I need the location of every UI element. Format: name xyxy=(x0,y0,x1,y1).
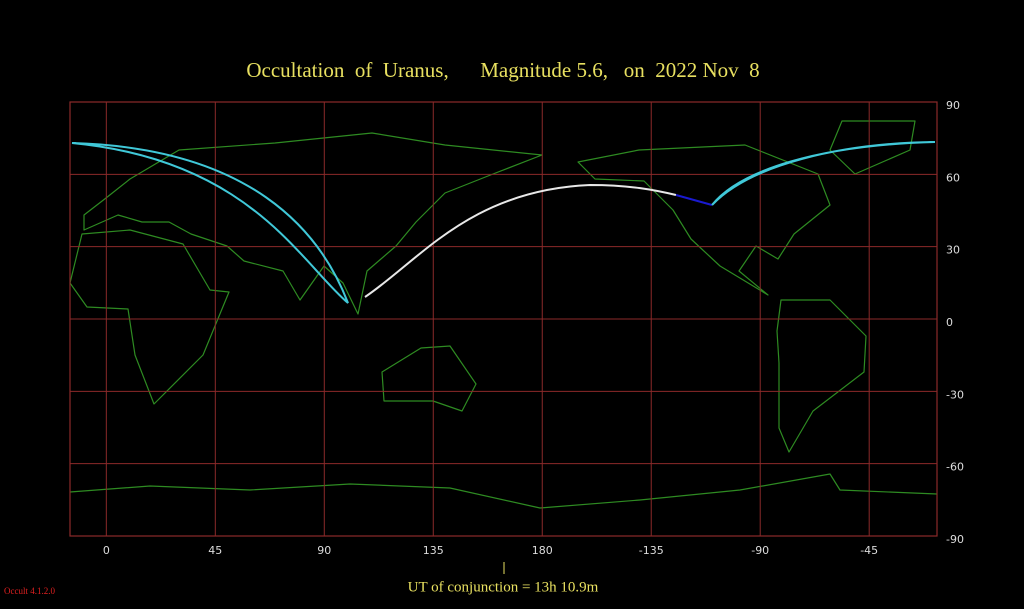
path-daylight xyxy=(675,194,713,206)
y-tick-label: -30 xyxy=(946,388,964,401)
australia xyxy=(381,345,477,412)
y-tick-label: -90 xyxy=(946,533,964,546)
coastlines xyxy=(69,120,938,509)
plot-frame xyxy=(69,101,938,537)
x-tick-label: 180 xyxy=(532,544,553,557)
path-limit-west xyxy=(71,142,349,304)
central-path xyxy=(364,183,677,298)
y-tick-label: 0 xyxy=(946,316,953,329)
grid: 0 45 90 135 180 -135 -90 -45 90 60 30 0 -30 -60 -90 xyxy=(70,99,964,557)
x-tick-label: 0 xyxy=(103,544,110,557)
greenland xyxy=(829,120,916,175)
x-tick-label: -135 xyxy=(639,544,664,557)
south-america xyxy=(776,299,867,453)
antarctica xyxy=(69,473,938,509)
y-tick-label: 60 xyxy=(946,171,960,184)
chart-title: Occultation of Uranus, Magnitude 5.6, on… xyxy=(246,58,759,82)
africa xyxy=(69,229,230,405)
x-tick-label: -45 xyxy=(860,544,878,557)
x-tick-label: 90 xyxy=(317,544,331,557)
eurasia xyxy=(83,132,543,315)
footer: UT of conjunction = 13h 10.9m xyxy=(408,579,599,595)
y-tick-label: 30 xyxy=(946,244,960,257)
version: Occult 4.1.2.0 xyxy=(4,586,55,596)
occultation-paths xyxy=(71,141,936,304)
north-america xyxy=(577,144,831,296)
path-limit-east xyxy=(711,141,936,206)
y-tick-label: 90 xyxy=(946,99,960,112)
y-tick-label: -60 xyxy=(946,461,964,474)
x-tick-label: -90 xyxy=(751,544,769,557)
x-tick-label: 135 xyxy=(423,544,444,557)
x-tick-label: 45 xyxy=(208,544,222,557)
